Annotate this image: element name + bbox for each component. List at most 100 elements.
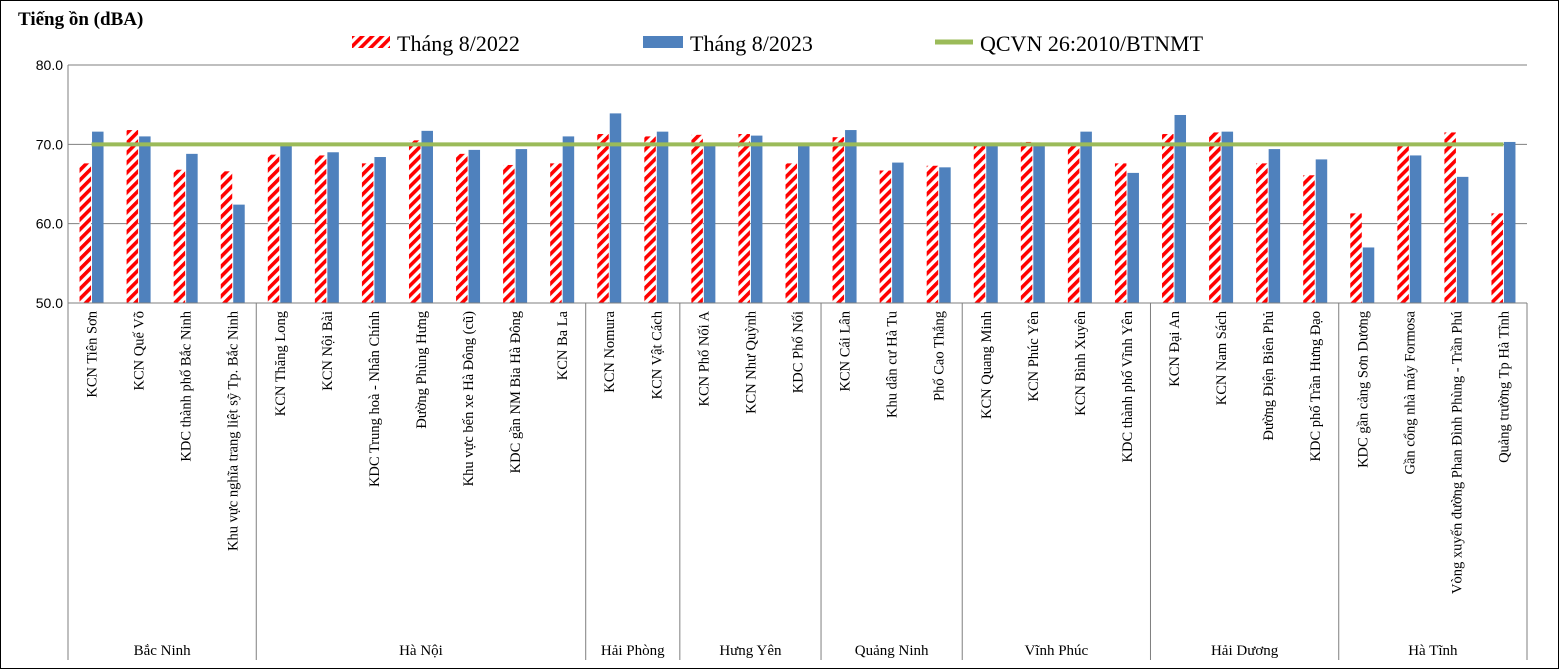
y-tick-label: 70.0 [36,136,63,152]
bar-2022 [126,130,139,303]
category-label: KCN Quang Minh [979,310,995,419]
category-label: KDC gần cảng Sơn Dương [1355,311,1371,468]
bar-2022 [1303,175,1315,303]
bar-2023 [421,130,433,303]
category-label: KDC thành phố Vĩnh Yên [1120,310,1136,462]
bar-2022 [1162,134,1174,303]
bar-2022 [691,134,703,303]
legend-swatch-2022 [352,36,390,48]
legend: Tháng 8/2022 Tháng 8/2023 QCVN 26:2010/B… [352,31,1204,56]
bar-2022 [1020,141,1033,303]
bar-2023 [327,152,339,303]
category-label: KDC thành phố Bắc Ninh [179,310,195,461]
bar-2023 [468,149,481,303]
legend-swatch-2023 [643,36,683,48]
bar-2022 [1350,213,1362,303]
category-label: KDC phố Trần Hưng Đạo [1308,311,1324,461]
group-label: Vĩnh Phúc [1024,643,1088,659]
bar-2023 [139,136,151,303]
bar-2022 [550,163,562,303]
bar-2023 [1315,159,1328,303]
category-label: KCN Bình Xuyên [1073,310,1089,415]
category-label: Phố Cao Thắng [932,311,948,401]
bars-2023 [92,113,1516,303]
bar-2023 [280,145,292,303]
category-label: KCN Ba La [555,310,571,380]
category-label: Gần cổng nhà máy Formosa [1402,310,1418,474]
y-tick-label: 50.0 [36,295,63,311]
bar-2022 [1256,163,1268,303]
y-axis: 50.0 60.0 70.0 80.0 [36,57,69,311]
bar-2023 [798,145,810,303]
category-label: KCN Cái Lân [838,310,854,391]
bar-2023 [656,131,669,303]
category-label: KDC Phố Nối [791,311,807,393]
bar-2022 [1209,132,1221,303]
bar-2023 [1456,176,1469,303]
bar-2022 [503,164,515,303]
legend-label-2022: Tháng 8/2022 [397,31,520,56]
bar-2023 [703,145,716,303]
bar-2022 [173,169,186,303]
category-label: Khu vực nghĩa trang liệt sỹ Tp. Bắc Ninh [226,310,242,551]
category-label: KCN Phúc Yên [1026,310,1042,401]
bar-2022 [597,134,609,303]
bar-2022 [456,153,468,303]
group-label: Hải Dương [1211,643,1279,659]
bar-2022 [644,136,656,303]
bar-2022 [1397,143,1409,303]
category-label: KDC gần NM Bia Hà Đông [508,311,524,473]
bar-2022 [408,140,421,303]
category-label: KCN Vật Cách [649,310,665,399]
category-label: KCN Phố Nối A [696,310,712,406]
bar-2022 [1444,132,1456,303]
category-label: KCN Quế Võ [132,311,148,390]
bar-2022 [267,154,280,303]
bar-2023 [1033,145,1045,303]
legend-label-qcvn: QCVN 26:2010/BTNMT [980,31,1204,56]
category-labels: KCN Tiên Sơn KCN Quế Võ KDC thành phố Bắc … [85,310,1513,594]
bar-2022 [832,137,845,303]
bar-2022 [785,163,797,303]
bar-2023 [939,167,951,303]
bar-2022 [926,165,939,303]
bar-2023 [374,157,386,303]
bar-2022 [220,171,233,303]
bar-2023 [1362,247,1375,303]
bar-2022 [314,155,327,303]
category-label: Khu vực bến xe Hà Đông (cũ) [461,311,477,487]
category-label: Vòng xuyến đường Phan Đình Phùng - Trần … [1449,311,1465,594]
bar-2023 [186,153,198,303]
bar-2023 [1268,149,1281,303]
category-label: KCN Nomura [602,310,618,392]
bar-2022 [361,163,374,303]
legend-label-2023: Tháng 8/2023 [690,31,813,56]
bar-2023 [562,136,575,303]
category-label: Khu dân cư Hà Tu [885,311,901,418]
bar-2023 [1409,155,1422,303]
group-label: Hà Tĩnh [1408,643,1458,659]
x-axis [67,302,1528,660]
category-label: KCN Tiên Sơn [85,310,101,397]
bar-2023 [1174,114,1187,303]
group-label: Hải Phòng [601,643,665,659]
category-label: KCN Đại An [1167,310,1183,386]
bar-2022 [879,170,892,303]
bar-2023 [750,135,763,303]
bar-2023 [845,130,857,303]
bar-2022 [973,144,986,303]
bar-2022 [738,134,750,303]
bar-2022 [79,163,92,303]
group-labels: Bắc Ninh Hà Nội Hải Phòng Hưng Yên Quảng Nin… [134,643,1458,659]
bar-2022 [1067,142,1080,303]
bar-2023 [233,204,245,303]
group-label: Hưng Yên [719,643,782,659]
bar-2023 [92,131,104,303]
category-label: KCN Nam Sách [1214,310,1230,405]
category-label: Đường Điện Biên Phủ [1261,311,1277,441]
group-label: Quảng Ninh [855,643,929,659]
bar-2023 [1080,131,1092,303]
y-tick-label: 60.0 [36,216,63,232]
